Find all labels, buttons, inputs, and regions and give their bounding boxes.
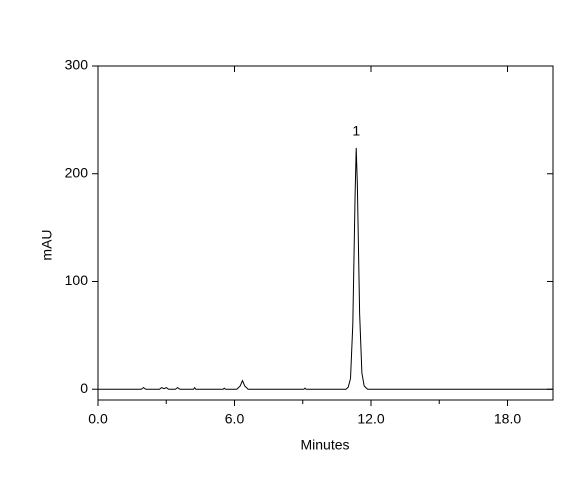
y-tick-label: 0 [80,380,88,396]
x-tick-label: 6.0 [225,411,245,427]
y-axis-label: mAU [39,229,55,260]
plot-frame [97,65,554,401]
x-tick-label: 18.0 [494,411,521,427]
y-tick-label: 300 [65,57,89,73]
x-tick-label: 0.0 [88,411,108,427]
chromatogram-line [98,147,553,390]
x-axis-label: Minutes [300,437,349,453]
peak-annotation: 1 [352,123,360,139]
y-tick-label: 200 [65,164,89,180]
x-tick-label: 12.0 [357,411,384,427]
y-tick-label: 100 [65,272,89,288]
